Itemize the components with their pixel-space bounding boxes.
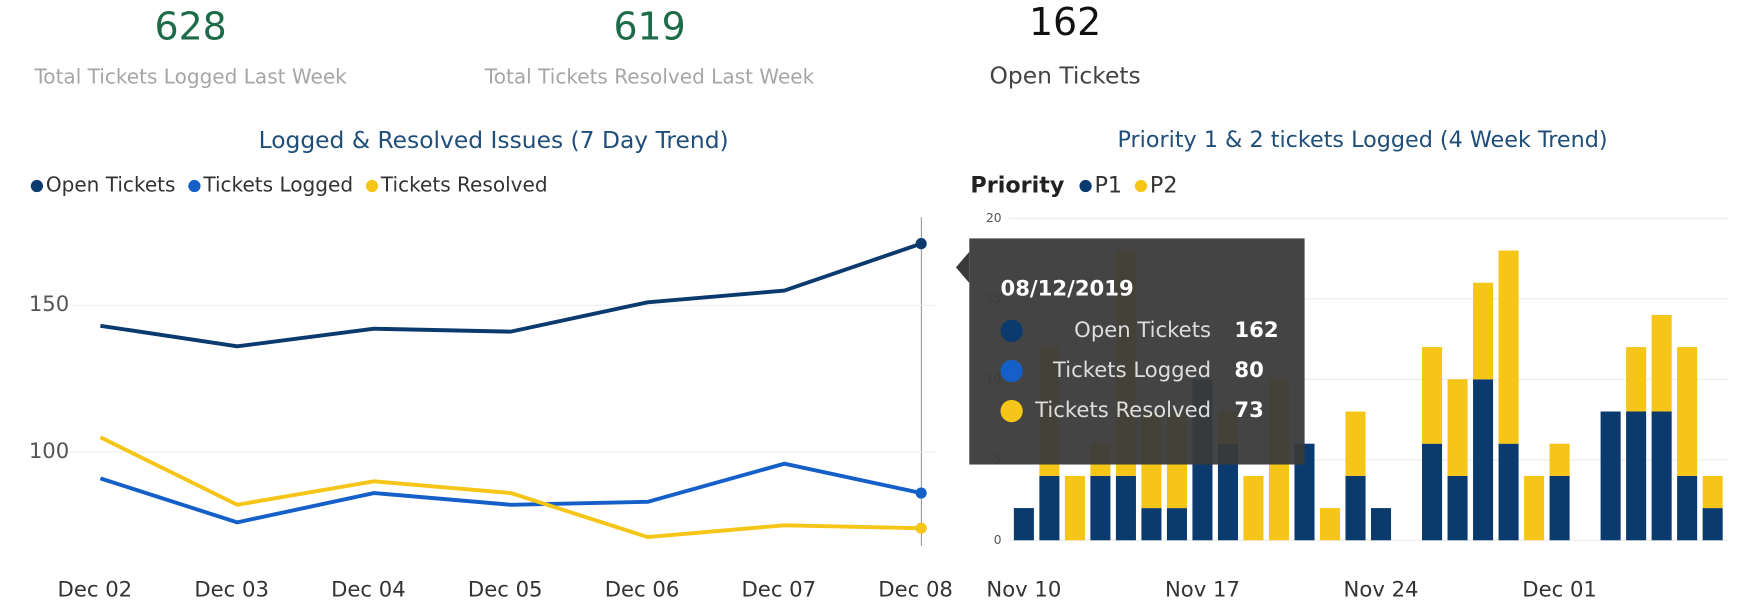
- kpi-label: Open Tickets: [990, 61, 1141, 89]
- tooltip-dot: [1000, 399, 1023, 423]
- legend-dot: [30, 179, 44, 193]
- tooltip-dot: [1000, 359, 1023, 383]
- tooltip-title: 08/12/2019: [1000, 276, 1133, 301]
- legend-label: P1: [1094, 173, 1122, 199]
- x-tick-label: Dec 08: [878, 576, 953, 601]
- tooltip: 08/12/2019 Open Tickets 162 Tickets Logged…: [955, 238, 1305, 465]
- tooltip-label: Tickets Resolved: [1034, 397, 1211, 422]
- y-tick-label: 0: [994, 533, 1002, 547]
- bar-segment: [1013, 508, 1034, 541]
- bar-segment: [1702, 508, 1723, 541]
- bar-segment: [1549, 443, 1570, 476]
- legend-label: Tickets Logged: [202, 173, 353, 197]
- bar-segment: [1549, 475, 1570, 541]
- bar-segment: [1217, 443, 1238, 541]
- bar-segment: [1626, 347, 1647, 412]
- x-tick-label: Nov 24: [1344, 576, 1419, 601]
- charts: 100 150 Dec 02 Dec 03 Dec 04 Dec 05 Dec 06 Dec …: [29, 173, 1730, 601]
- x-tick-label: Nov 10: [986, 576, 1061, 601]
- x-tick-label: Dec 05: [468, 576, 543, 601]
- x-tick-label: Dec 03: [194, 576, 269, 601]
- bar-segment: [1473, 379, 1494, 541]
- bar-segment: [1039, 475, 1060, 541]
- legend-label: Open Tickets: [46, 173, 176, 197]
- bar-segment: [1524, 475, 1545, 541]
- bar-segment: [1345, 475, 1366, 541]
- bar-segment: [1166, 508, 1187, 541]
- x-tick-label: Nov 17: [1165, 576, 1240, 601]
- tooltip-dot: [1000, 319, 1023, 342]
- y-tick-label: 20: [986, 211, 1002, 225]
- bar-segment: [1422, 347, 1443, 444]
- bar-segment: [1600, 411, 1621, 541]
- kpi-value: 628: [155, 4, 227, 48]
- tooltip-pointer: [955, 251, 970, 283]
- bar-segment: [1115, 475, 1136, 541]
- bar-segment: [1677, 347, 1698, 476]
- legend-dot: [365, 179, 379, 193]
- legend-dot: [1079, 179, 1092, 193]
- line: [100, 241, 922, 349]
- x-tick-label: Dec 01: [1522, 576, 1597, 601]
- x-tick-label: Dec 06: [605, 576, 680, 601]
- y-tick-label: 150: [29, 291, 69, 316]
- tooltip-value: 80: [1234, 357, 1263, 382]
- bar-segment: [1447, 475, 1468, 541]
- bar-segment: [1422, 443, 1443, 541]
- legend-title: Priority: [970, 173, 1064, 199]
- bar-segment: [1651, 314, 1672, 412]
- legend-dot: [188, 179, 201, 193]
- line: [99, 461, 922, 525]
- bar-segment: [1677, 475, 1698, 541]
- bar-segment: [1498, 443, 1519, 541]
- bar-segment: [1243, 475, 1264, 541]
- y-tick-label: 100: [29, 438, 69, 463]
- bar-segment: [1498, 250, 1519, 444]
- bar-segment: [1294, 443, 1315, 541]
- kpi-value: 619: [613, 4, 685, 48]
- bar-segment: [1319, 508, 1341, 541]
- x-tick-label: Dec 02: [58, 576, 133, 601]
- bar-segment: [1345, 411, 1366, 476]
- tooltip-label: Open Tickets: [1074, 317, 1211, 342]
- bar-segment: [1064, 475, 1085, 541]
- chart-title: Priority 1 & 2 tickets Logged (4 Week Tr…: [1118, 127, 1608, 153]
- legend-label: Tickets Resolved: [380, 173, 548, 197]
- bar-segment: [1473, 282, 1494, 380]
- bar-segment: [1651, 411, 1672, 541]
- chart-title: Logged & Resolved Issues (7 Day Trend): [259, 126, 729, 154]
- bar-segment: [1370, 508, 1392, 541]
- bar-segment: [1090, 475, 1111, 541]
- tooltip-label: Tickets Logged: [1052, 357, 1211, 382]
- bar-segment: [1626, 411, 1647, 541]
- kpi-value: 162: [1029, 0, 1101, 44]
- x-tick-label: Dec 04: [331, 576, 406, 601]
- bar-segment: [1702, 475, 1723, 509]
- tooltip-value: 162: [1234, 317, 1278, 342]
- x-tick-label: Dec 07: [742, 576, 817, 601]
- tooltip-value: 73: [1234, 397, 1263, 422]
- hover-point: [915, 238, 927, 250]
- hover-point: [915, 522, 927, 534]
- legend-label: P2: [1150, 173, 1178, 199]
- bar-segment: [1141, 508, 1162, 541]
- tooltip-box: [969, 238, 1305, 465]
- line: [99, 435, 922, 539]
- legend-dot: [1134, 179, 1148, 193]
- kpi-label: Total Tickets Resolved Last Week: [484, 64, 815, 88]
- kpi-label: Total Tickets Logged Last Week: [33, 64, 347, 88]
- bar-segment: [1447, 379, 1468, 476]
- hover-point: [915, 487, 927, 499]
